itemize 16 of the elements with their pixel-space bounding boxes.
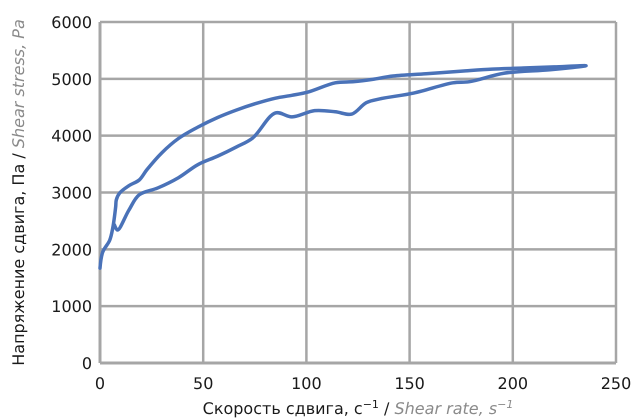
x-tick-label: 0 [94, 374, 106, 393]
y-tick-label: 2000 [51, 240, 92, 260]
x-axis-title: Скорость сдвига, с$^{−1}$ / Shear rate, s$^{−1}$ [202, 398, 514, 418]
y-tick-label: 4000 [51, 126, 92, 146]
y-tick-label: 5000 [51, 70, 92, 89]
y-tick-label: 0 [82, 354, 92, 373]
y-tick-label: 1000 [51, 297, 92, 316]
y-axis-title: Напряжение сдвига, Па / Shear stress, Pa [9, 19, 28, 366]
line-series [98, 64, 588, 270]
y-tick-label: 3000 [51, 184, 92, 202]
x-tick-label: 50 [193, 374, 214, 393]
x-tick-label: 250 [600, 374, 632, 393]
y-tick-label: 6000 [51, 13, 92, 32]
x-tick-label: 200 [498, 374, 528, 393]
x-tick-label: 150 [394, 374, 425, 393]
x-tick-label: 100 [291, 374, 322, 393]
